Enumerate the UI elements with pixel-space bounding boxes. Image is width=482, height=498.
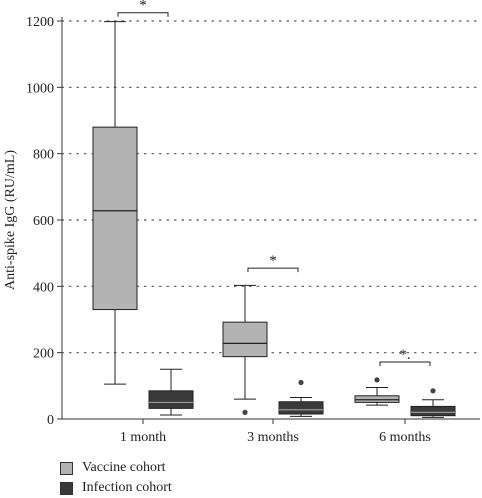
- significance-markers: * * *.: [117, 0, 431, 366]
- x-tick-label: 6 months: [379, 430, 431, 445]
- y-tick-label: 400: [33, 280, 54, 295]
- box-vaccine-1: [222, 284, 268, 415]
- legend-swatch-infection: [60, 481, 73, 495]
- box-vaccine-0: [92, 21, 138, 385]
- x-tick-label: 1 month: [120, 430, 166, 445]
- legend-label-infection: Infection cohort: [82, 480, 172, 495]
- legend-item-vaccine: Vaccine cohort: [60, 458, 172, 478]
- box-infection-0: [148, 368, 194, 416]
- chart-canvas: Anti-spike IgG (RU/mL) 0 200 400 600 800 1000…: [3, 0, 481, 445]
- significance-label: *.: [399, 347, 410, 363]
- outlier-point: [298, 379, 304, 386]
- box-body: [278, 401, 324, 415]
- y-tick-label: 1000: [26, 81, 54, 96]
- y-tick-label: 800: [33, 148, 54, 163]
- legend-label-vaccine: Vaccine cohort: [82, 460, 166, 475]
- significance-label: *: [139, 0, 147, 14]
- outlier-point: [374, 377, 380, 383]
- legend-item-infection: Infection cohort: [60, 478, 172, 498]
- legend: Vaccine cohort Infection cohort: [60, 458, 172, 498]
- y-ticks: 0 200 400 600 800 1000 1200: [26, 15, 62, 428]
- y-axis-label: Anti-spike IgG (RU/mL): [3, 150, 18, 290]
- box-vaccine-2: [354, 377, 400, 406]
- x-ticks: 1 month 3 months 6 months: [120, 419, 431, 445]
- y-tick-label: 1200: [26, 15, 54, 30]
- outlier-point: [242, 409, 248, 415]
- box-body: [410, 405, 456, 417]
- box-body: [92, 126, 138, 311]
- y-tick-label: 600: [33, 214, 54, 229]
- outlier-point: [430, 388, 436, 394]
- box-infection-2: [410, 388, 456, 418]
- significance-bracket: [247, 267, 299, 273]
- y-tick-label: 200: [33, 347, 54, 362]
- box-body: [354, 395, 400, 403]
- box-body: [222, 321, 268, 358]
- box-infection-1: [278, 379, 324, 417]
- axes: Anti-spike IgG (RU/mL): [3, 17, 480, 420]
- significance-bracket: [117, 12, 169, 17]
- box-body: [148, 390, 194, 409]
- boxes: [92, 21, 456, 418]
- significance-label: *: [269, 253, 277, 269]
- legend-swatch-vaccine: [60, 461, 73, 475]
- x-tick-label: 3 months: [247, 430, 299, 445]
- y-tick-label: 0: [47, 413, 54, 428]
- significance-bracket: [379, 361, 431, 366]
